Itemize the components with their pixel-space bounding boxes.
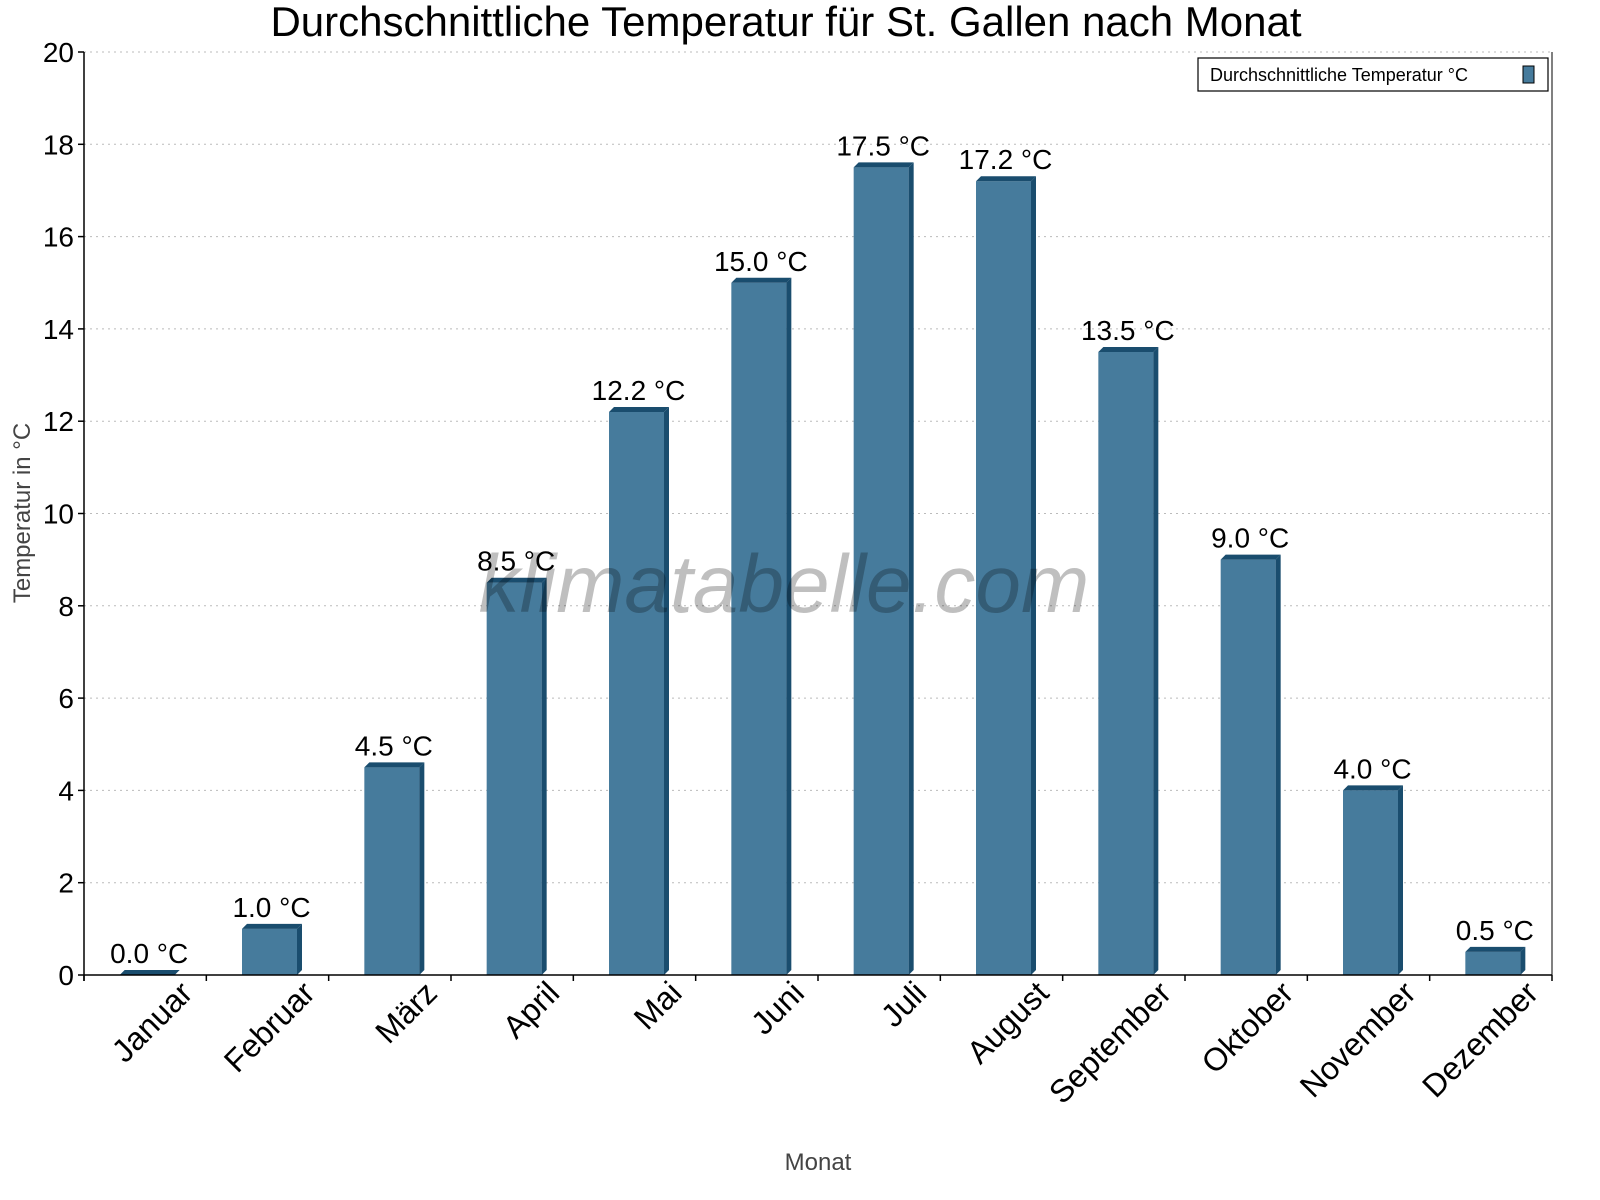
y-tick-label: 12 [43, 406, 74, 437]
data-labels: 0.0 °C 1.0 °C 4.5 °C 8.5 °C 12.2 °C 15.0 °C 17… [110, 130, 1534, 969]
bar-side [1520, 946, 1526, 975]
bar-side [1275, 554, 1281, 975]
y-tick-label: 20 [43, 37, 74, 68]
y-tick-label: 16 [43, 222, 74, 253]
bar-top [609, 406, 669, 412]
gridlines [84, 51, 1552, 884]
bar-side [297, 923, 302, 975]
bar-top [853, 162, 914, 168]
bar-top [1343, 785, 1403, 791]
bar [976, 181, 1031, 976]
x-tick-label: April [496, 974, 567, 1045]
bar-top [1098, 346, 1159, 352]
x-tick-label: Februar [217, 974, 322, 1079]
x-tick-label: August [960, 974, 1056, 1070]
data-label: 13.5 °C [1081, 315, 1175, 346]
bar-side [1153, 346, 1159, 976]
bar-top [1220, 554, 1281, 560]
bar-side [1031, 176, 1036, 976]
legend-box [1197, 57, 1549, 92]
chart-title: Durchschnittliche Temperatur für St. Gal… [270, 0, 1301, 45]
y-tick-label: 6 [58, 683, 74, 714]
bar-top [976, 176, 1036, 182]
data-label: 17.5 °C [836, 130, 930, 161]
data-label: 1.0 °C [232, 892, 310, 923]
bar [1343, 790, 1398, 975]
x-tick-label: Juni [744, 974, 811, 1041]
bar [1220, 559, 1276, 975]
y-tick-label: 8 [58, 591, 74, 622]
y-tick-label: 2 [58, 868, 74, 899]
bar [1098, 351, 1154, 976]
y-tick-label: 10 [43, 499, 74, 530]
bar-top [364, 762, 425, 768]
bar-side [664, 406, 669, 976]
bar [1465, 951, 1521, 975]
x-tick-label: September [1042, 974, 1178, 1110]
bar-side [1398, 785, 1403, 975]
bar-top [486, 577, 547, 583]
legend-swatch [1522, 65, 1535, 84]
y-tick-label: 0 [58, 960, 74, 991]
bar-side [786, 277, 792, 975]
data-label: 17.2 °C [959, 144, 1053, 175]
data-label: 9.0 °C [1211, 523, 1289, 554]
data-label: 0.0 °C [110, 938, 188, 969]
bar [609, 411, 664, 976]
bar-side [419, 762, 425, 975]
bar [364, 767, 420, 975]
bar [486, 582, 542, 975]
data-label: 4.0 °C [1333, 753, 1411, 784]
y-tick-label: 18 [43, 129, 74, 160]
data-label: 8.5 °C [477, 546, 555, 577]
x-tick-label: Mai [627, 974, 689, 1036]
x-axis-label: Monat [785, 1149, 852, 1176]
x-tick-label: Juli [874, 974, 933, 1033]
bar-side [908, 162, 914, 975]
x-tick-label: Dezember [1415, 974, 1545, 1104]
data-label: 0.5 °C [1456, 915, 1534, 946]
bar [731, 282, 787, 975]
bar-top [119, 970, 180, 975]
bar [242, 928, 297, 975]
bars [119, 162, 1526, 976]
data-label: 12.2 °C [592, 375, 686, 406]
y-axis-label: Temperatur in °C [9, 423, 36, 603]
legend: Durchschnittliche Temperatur °C [1197, 57, 1549, 92]
data-label: 4.5 °C [355, 730, 433, 761]
y-tick-label: 4 [58, 775, 74, 806]
y-tick-label: 14 [43, 314, 74, 345]
legend-label: Durchschnittliche Temperatur °C [1210, 65, 1468, 85]
bar-top [731, 277, 792, 283]
bar [853, 167, 909, 975]
bar-side [541, 577, 547, 975]
data-label: 15.0 °C [714, 246, 808, 277]
x-tick-label: Januar [105, 974, 200, 1069]
x-tick-label: November [1293, 974, 1423, 1104]
bar-top [1465, 946, 1526, 952]
watermark: klimatabelle.com [479, 539, 1090, 630]
x-tick-label: März [368, 974, 444, 1050]
x-tick-label: Oktober [1194, 974, 1300, 1080]
bar-top [242, 923, 302, 929]
